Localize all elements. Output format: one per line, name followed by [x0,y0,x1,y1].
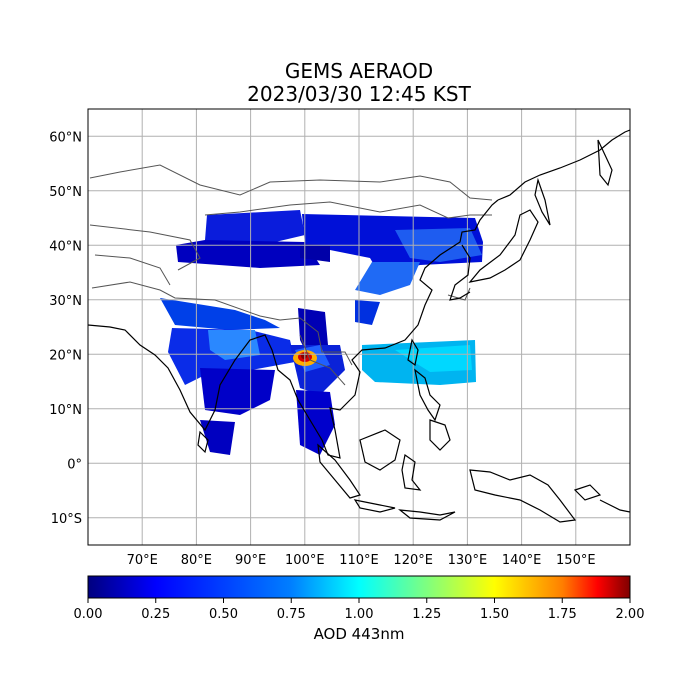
lon-tick-label: 130°E [448,553,488,568]
country-borders [89,164,493,386]
coastlines [88,129,630,523]
lon-tick-label: 70°E [127,553,158,568]
lat-tick-label: 0° [67,457,82,472]
aod-patch [200,368,275,415]
aod-patch [205,210,305,248]
colorbar-label: AOD 443nm [314,625,405,643]
coast-siberia [497,129,630,201]
aod-patch [395,345,472,372]
map-frame [87,108,631,546]
island-sulawesi [401,453,422,491]
border-kazakh [89,224,201,271]
islands-solomon [599,499,630,513]
border-thailand [299,334,346,386]
border-indochina [279,317,353,366]
lon-tick-label: 150°E [556,553,596,568]
border-korea [447,287,471,301]
island-sumatra [317,443,361,499]
lat-tick-label: 10°S [51,512,82,527]
island-sri-lanka [197,430,209,454]
colorbar: 0.00 0.25 0.50 0.75 1.00 1.25 1.50 1.75 … [74,575,645,643]
island-sakhalin [534,177,551,226]
map-area [88,109,630,545]
lon-tick-label: 80°E [181,553,212,568]
aod-patch [208,330,260,360]
island-java [353,499,396,513]
map-title: GEMS AERAOD [284,59,434,83]
lat-tick-label: 30°N [49,294,82,309]
coast-korea [449,244,471,301]
aod-patch [296,390,335,455]
lon-tick-label: 110°E [339,553,379,568]
aod-patch [160,298,280,330]
lon-tick-label: 140°E [502,553,542,568]
colorbar-tick-label: 1.00 [345,607,374,622]
lon-tick-label: 90°E [235,553,266,568]
japan-honshu [468,209,539,283]
colorbar-tick-label: 1.50 [480,607,509,622]
lon-tick-labels: 70°E 80°E 90°E 100°E 110°E 120°E 130°E 1… [127,553,596,568]
colorbar-gradient [87,575,631,599]
lon-tick-label: 120°E [393,553,433,568]
border-himalaya [91,281,281,321]
colorbar-tick-label: 1.75 [548,607,577,622]
lon-tick-label: 100°E [285,553,325,568]
island-borneo [359,429,401,471]
lat-tick-label: 10°N [49,403,82,418]
colorbar-tick-label: 1.25 [412,607,441,622]
island-taiwan [407,338,419,367]
aod-patch [355,262,420,295]
aod-patch [300,244,330,262]
colorbar-tick-label: 0.50 [209,607,238,622]
colorbar-tick-label: 0.25 [141,607,170,622]
lat-tick-label: 20°N [49,348,82,363]
island-mindanao [429,419,451,451]
islands-lesser-sunda [398,509,456,521]
colorbar-tick-label: 2.00 [616,607,645,622]
aod-patch [200,420,235,455]
coast-mainland [88,199,499,459]
colorbar-tick-label: 0.00 [74,607,103,622]
border-mongolia [204,201,492,219]
lat-tick-label: 50°N [49,185,82,200]
colorbar-tick-marks [87,598,631,603]
aod-patch [355,300,380,325]
lat-tick-labels: 60°N 50°N 40°N 30°N 20°N 10°N 0° 10°S [49,130,82,527]
lat-tick-label: 40°N [49,239,82,254]
island-luzon [414,368,441,422]
peninsula-kamchatka [597,139,613,187]
border-russia [89,164,493,201]
island-new-guinea [469,469,577,523]
lat-tick-label: 60°N [49,130,82,145]
islands-bismarck [573,484,602,501]
colorbar-tick-label: 0.75 [277,607,306,622]
map-subtitle: 2023/03/30 12:45 KST [247,82,471,106]
border-central-asia [94,254,171,286]
aod-patch [176,240,320,268]
